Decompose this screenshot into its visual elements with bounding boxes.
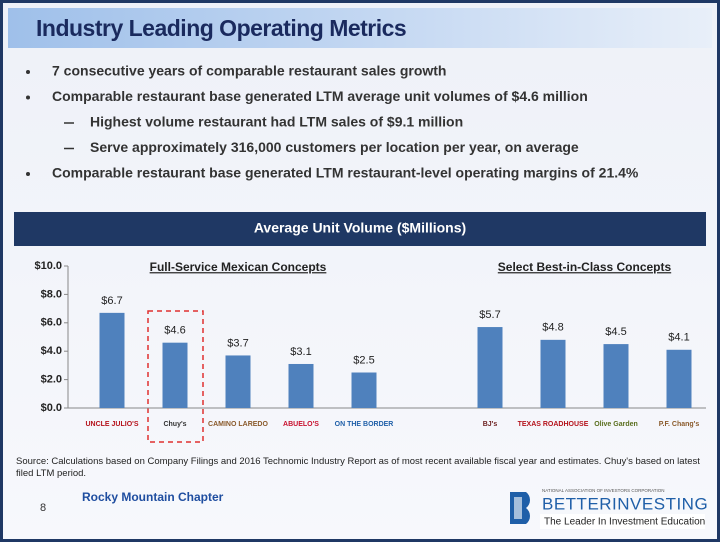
category-logo: CAMINO LAREDO (208, 421, 268, 428)
bar (603, 344, 629, 408)
category-logo: BJ's (483, 421, 498, 428)
y-tick-label: $0.0 (41, 402, 62, 414)
bullet-dot (26, 172, 30, 176)
category-logo: UNCLE JULIO'S (85, 421, 138, 428)
bar (99, 312, 125, 408)
value-label: $2.5 (353, 354, 374, 366)
bar (288, 363, 314, 408)
bar (666, 349, 692, 408)
bullet-text: Comparable restaurant base generated LTM… (52, 88, 588, 104)
y-tick-label: $6.0 (41, 317, 62, 329)
y-tick-label: $2.0 (41, 374, 62, 386)
category-logo: P.F. Chang's (659, 421, 700, 428)
category-logo: ON THE BORDER (335, 421, 394, 428)
value-label: $4.5 (605, 326, 626, 338)
bullet-dot (26, 70, 30, 74)
highlight-box (147, 310, 204, 443)
page-number: 8 (40, 502, 46, 514)
logo-mark-inner (514, 497, 522, 519)
value-label: $5.7 (479, 309, 500, 321)
tagline-bg (540, 514, 705, 529)
bar (540, 339, 566, 408)
bar (225, 355, 251, 408)
sub-bullet-text: Highest volume restaurant had LTM sales … (90, 114, 463, 130)
chapter-name: Rocky Mountain Chapter (82, 490, 224, 504)
bar (162, 342, 188, 408)
bullet-text: 7 consecutive years of comparable restau… (52, 63, 447, 79)
chart-header (14, 212, 706, 246)
logo-org: NATIONAL ASSOCIATION OF INVESTORS CORPOR… (542, 488, 665, 493)
value-label: $4.1 (668, 332, 689, 344)
bar (351, 372, 377, 408)
bullet-text: Comparable restaurant base generated LTM… (52, 165, 639, 181)
category-logo: ABUELO'S (283, 421, 319, 428)
value-label: $3.7 (227, 337, 248, 349)
title-banner (8, 8, 712, 48)
chart-title: Average Unit Volume ($Millions) (254, 220, 466, 236)
y-tick-label: $8.0 (41, 288, 62, 300)
bar (477, 327, 503, 408)
category-logo: Olive Garden (594, 421, 638, 428)
value-label: $6.7 (101, 295, 122, 307)
source-box: Source: Calculations based on Company Fi… (16, 456, 700, 479)
logo-tagline: The Leader In Investment Education (544, 517, 705, 528)
value-label: $3.1 (290, 346, 311, 358)
y-tick-label: $10.0 (34, 260, 62, 272)
category-logo: TEXAS ROADHOUSE (518, 421, 589, 428)
bullet-dot (26, 95, 30, 100)
group-label: Select Best-in-Class Concepts (498, 260, 672, 274)
category-logo: Chuy's (163, 421, 186, 428)
group-label: Full-Service Mexican Concepts (150, 260, 327, 274)
value-label: $4.8 (542, 322, 563, 334)
sub-bullet-text: Serve approximately 316,000 customers pe… (90, 139, 579, 155)
value-label: $4.6 (164, 325, 185, 337)
y-tick-label: $4.0 (41, 345, 62, 357)
logo-name: BETTERINVESTING (542, 494, 708, 513)
source-note: Source: Calculations based on Company Fi… (16, 456, 700, 479)
slide-title: Industry Leading Operating Metrics (36, 15, 406, 41)
